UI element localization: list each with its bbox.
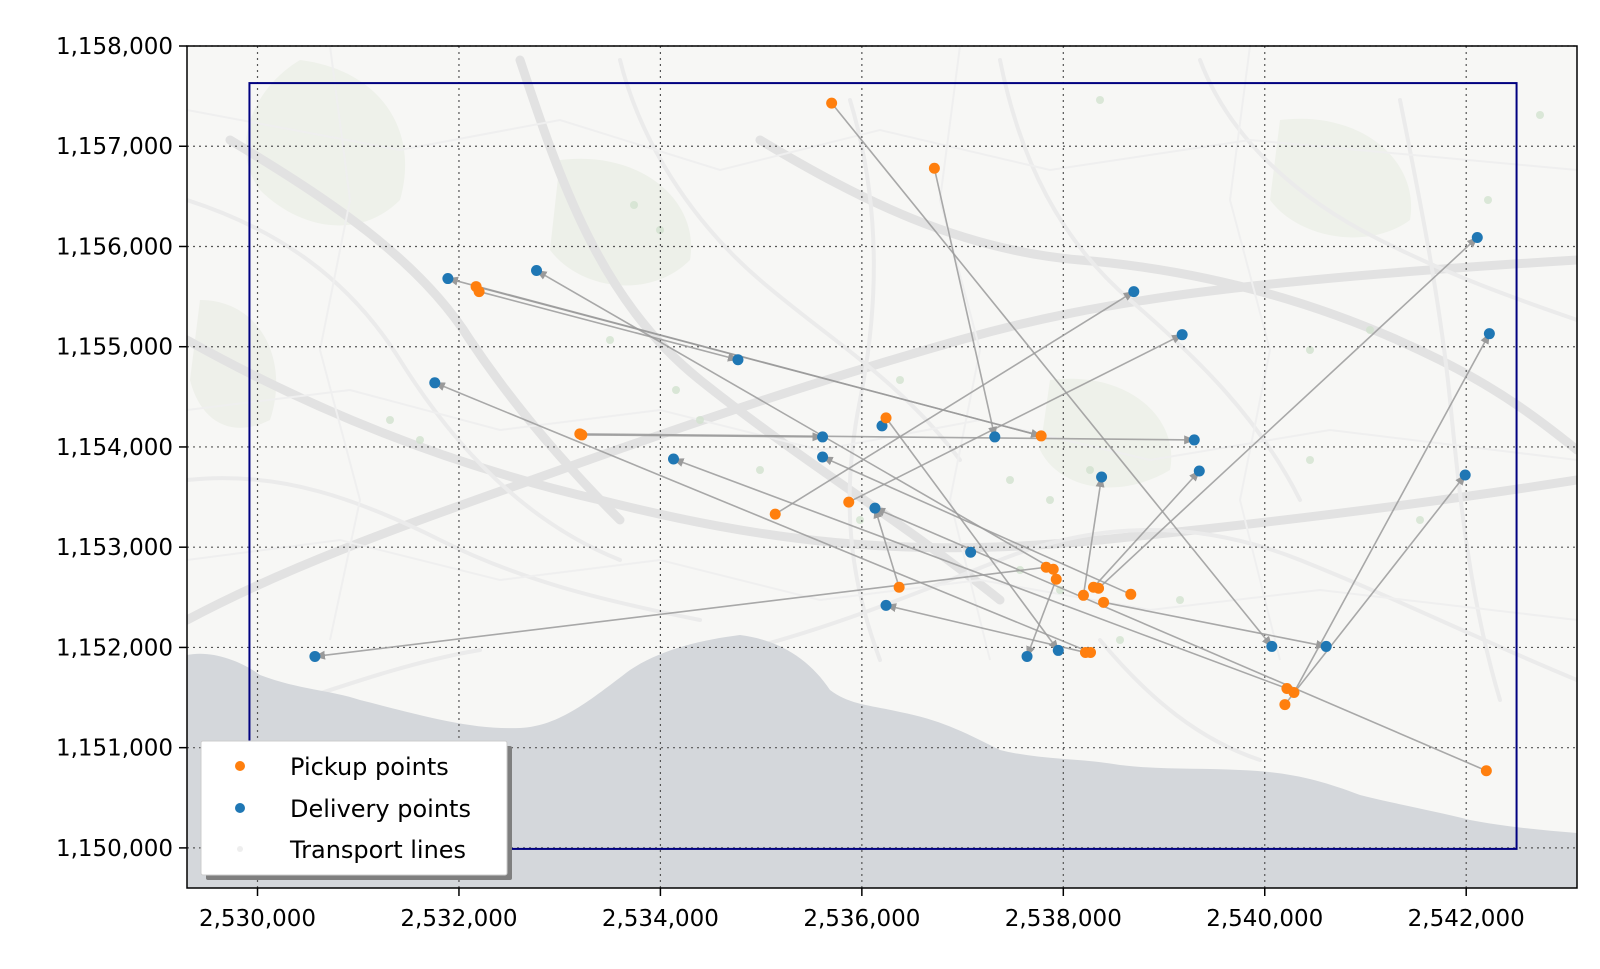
pickup-point [1050, 573, 1062, 585]
delivery-point [429, 377, 441, 389]
transport-line [433, 382, 1091, 654]
pickup-point [1480, 765, 1492, 777]
x-tick-label: 2,538,000 [1005, 906, 1122, 932]
delivery-point [442, 273, 454, 285]
delivery-point [668, 453, 679, 465]
delivery-point [1188, 434, 1200, 446]
pickup-point [826, 97, 838, 109]
service-area-boundary [248, 82, 1518, 850]
legend-label-delivery: Delivery points [290, 795, 471, 823]
pickup-point [576, 429, 588, 441]
delivery-point [817, 431, 829, 443]
transport-line [884, 603, 1086, 654]
transport-line [535, 269, 1054, 570]
pickup-point [1279, 699, 1291, 711]
y-axis: 1,150,000 1,151,000 1,152,000 1,153,000 1,15… [56, 34, 187, 862]
pickup-point [1125, 588, 1137, 600]
transport-line [1284, 474, 1466, 706]
transport-line [672, 458, 1288, 690]
delivery-point [880, 599, 892, 611]
transport-line [581, 432, 824, 442]
transport-line [313, 566, 1047, 660]
delivery-point [1176, 329, 1188, 341]
delivery-point [1320, 640, 1332, 652]
transport-line [873, 507, 1487, 772]
delivery-point [1128, 286, 1140, 298]
pickup-point [1093, 582, 1105, 594]
transport-line [873, 507, 900, 588]
delivery-point [1193, 465, 1205, 477]
pickup-point [880, 412, 892, 424]
delivery-point [869, 502, 881, 514]
y-tick-label: 1,156,000 [56, 234, 173, 260]
pickup-point [769, 508, 781, 520]
delivery-point [1096, 471, 1108, 483]
transport-line [478, 290, 740, 362]
transport-line [821, 456, 1132, 596]
transport-line [1103, 601, 1328, 649]
plot-frame [186, 45, 1578, 889]
y-tick-label: 1,152,000 [56, 635, 173, 661]
transport-line [774, 290, 1135, 515]
pickup-point [1047, 563, 1059, 575]
y-tick-label: 1,158,000 [56, 34, 173, 60]
transport-line [1082, 475, 1105, 596]
transport-line [1026, 578, 1058, 658]
x-tick-label: 2,532,000 [400, 906, 517, 932]
y-tick-label: 1,151,000 [56, 736, 173, 762]
x-tick-label: 2,530,000 [199, 906, 316, 932]
transport-line [831, 102, 1273, 648]
x-axis: 2,530,000 2,532,000 2,534,000 2,536,000 2,53… [199, 888, 1525, 932]
delivery-point [989, 431, 1001, 443]
delivery-points [309, 231, 1495, 662]
delivery-point [732, 354, 744, 366]
pickup-point [1098, 596, 1110, 608]
delivery-point [1471, 231, 1483, 243]
pickup-point [1288, 687, 1300, 699]
legend-marker-transport [237, 846, 243, 852]
pickup-point [1077, 589, 1089, 601]
delivery-point [1021, 650, 1033, 662]
y-tick-label: 1,150,000 [56, 836, 173, 862]
pickup-points [470, 97, 1492, 777]
delivery-point [309, 650, 321, 662]
legend-label-transport: Transport lines [289, 836, 466, 864]
x-tick-label: 2,534,000 [602, 906, 719, 932]
legend-marker-delivery [235, 803, 245, 813]
transport-line [885, 417, 1059, 652]
transport-line [1293, 332, 1491, 693]
transport-line [1092, 470, 1201, 588]
delivery-point [1483, 328, 1495, 340]
pickup-point [928, 162, 940, 174]
legend-label-pickup: Pickup points [290, 753, 449, 781]
delivery-point [531, 265, 543, 277]
pickup-point [1085, 646, 1096, 658]
delivery-point [1266, 640, 1278, 652]
pickup-point [1035, 430, 1047, 442]
transport-line [933, 168, 997, 439]
delivery-point [1052, 644, 1064, 656]
transport-line [848, 333, 1184, 503]
x-tick-label: 2,536,000 [803, 906, 920, 932]
pickup-point [893, 581, 905, 593]
y-tick-label: 1,154,000 [56, 435, 173, 461]
delivery-point [1459, 469, 1471, 481]
legend: Pickup points Delivery points Transport … [200, 740, 512, 880]
transport-line [1098, 236, 1479, 589]
pickup-point [473, 286, 485, 298]
x-tick-label: 2,540,000 [1206, 906, 1323, 932]
y-tick-label: 1,157,000 [56, 134, 173, 160]
delivery-point [965, 546, 977, 558]
transport-line [579, 433, 1196, 445]
y-tick-label: 1,153,000 [56, 535, 173, 561]
transport-lines [313, 102, 1491, 772]
y-tick-label: 1,155,000 [56, 335, 173, 361]
delivery-point [817, 451, 829, 463]
x-tick-label: 2,542,000 [1408, 906, 1525, 932]
legend-marker-pickup [235, 761, 245, 771]
pickup-point [843, 496, 855, 508]
